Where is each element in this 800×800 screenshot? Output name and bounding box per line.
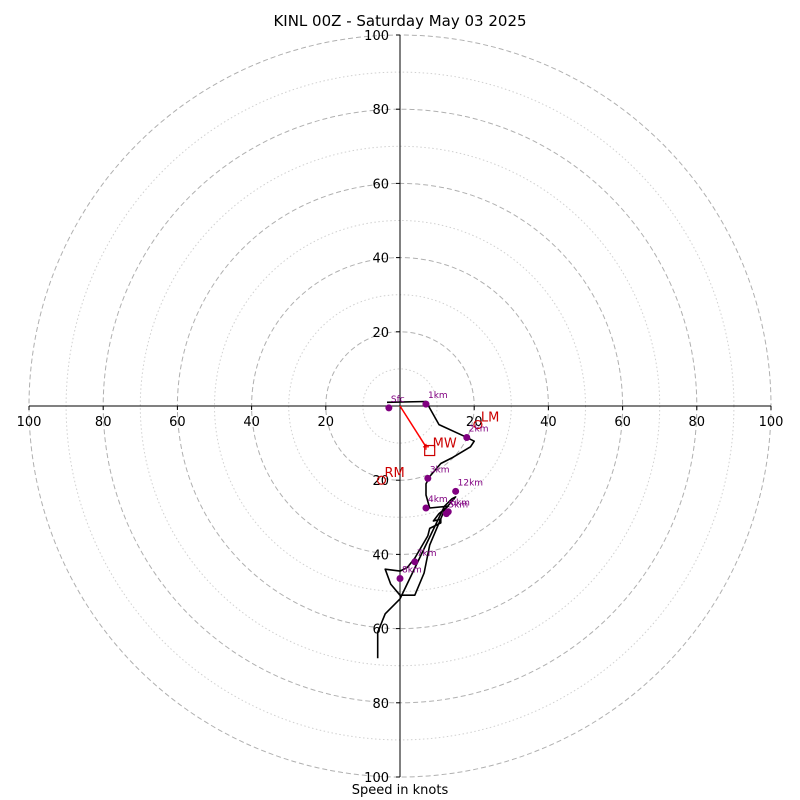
height-marker-1km — [422, 400, 430, 408]
height-marker-3km — [424, 474, 432, 482]
y-tick-label: 40 — [372, 548, 389, 563]
height-label-3km: 3km — [430, 465, 450, 475]
height-marker-4km — [422, 504, 430, 512]
height-marker-12km — [452, 487, 460, 495]
x-axis-label: Speed in knots — [351, 783, 449, 798]
height-label-1km: 1km — [428, 391, 448, 401]
height-marker-sfc — [385, 404, 393, 412]
x-tick-label: 40 — [243, 415, 260, 430]
y-tick-label: 20 — [372, 326, 389, 341]
y-tick-label: 60 — [372, 623, 389, 638]
storm-motion-mw-marker — [424, 444, 436, 457]
storm-motion-rm-marker — [376, 475, 387, 485]
x-tick-label: 60 — [614, 415, 631, 430]
x-tick-label: 60 — [169, 415, 186, 430]
y-tick-label: 80 — [372, 103, 389, 118]
height-marker-6km — [444, 508, 452, 516]
chart-title: KINL 00Z - Saturday May 03 2025 — [273, 12, 527, 30]
height-label-7km: 7km — [417, 549, 437, 559]
storm-motion-mw-label: MW — [433, 437, 457, 452]
y-tick-label: 60 — [372, 177, 389, 192]
height-marker-7km — [411, 558, 419, 566]
height-marker-8km — [396, 575, 404, 583]
y-tick-label: 100 — [364, 771, 389, 786]
x-tick-label: 20 — [318, 415, 335, 430]
height-label-2km: 2km — [469, 425, 489, 435]
x-tick-label: 80 — [689, 415, 706, 430]
storm-motion-rm-label: RM — [384, 466, 404, 481]
height-label-sfc: Sfc — [391, 395, 405, 405]
mean-wind-vector — [399, 405, 427, 448]
y-tick-label: 100 — [364, 29, 389, 44]
x-tick-label: 80 — [95, 415, 112, 430]
storm-motion-lm-marker — [473, 419, 483, 430]
storm-motion-lm-label: LM — [481, 411, 499, 426]
height-label-4km: 4km — [428, 495, 448, 505]
height-label-6km: 6km — [450, 499, 470, 509]
x-tick-label: 100 — [759, 415, 784, 430]
y-tick-label: 40 — [372, 252, 389, 267]
hodograph-trace — [376, 400, 476, 659]
height-label-8km: 8km — [402, 566, 422, 576]
height-marker-2km — [463, 434, 471, 442]
x-tick-label: 40 — [540, 415, 557, 430]
x-tick-label: 100 — [17, 415, 42, 430]
y-tick-label: 80 — [372, 697, 389, 712]
height-label-5km: 5km — [448, 501, 468, 511]
height-label-12km: 12km — [458, 478, 483, 488]
